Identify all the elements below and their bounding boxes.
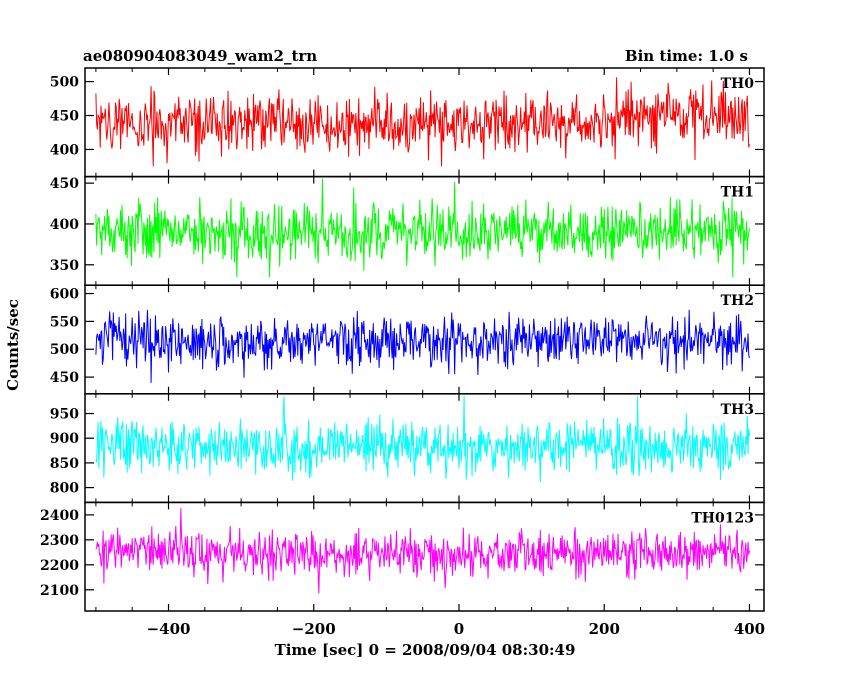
panel-th2: 450 500 550 600 TH2 (50, 284, 765, 395)
y-tick-label: 2400 (40, 508, 79, 524)
x-tick-label: 0 (454, 620, 464, 638)
bin-time-label: Bin time: 1.0 s (625, 47, 748, 65)
y-tick-label: 550 (50, 314, 79, 330)
panel-th1: 350 400 450 TH1 (50, 175, 765, 286)
panel-th0123: 2100 2200 2300 2400 TH0123 (40, 501, 765, 612)
y-tick-label: 900 (50, 431, 79, 447)
y-tick-label: 2300 (40, 533, 79, 549)
panel-frame (84, 284, 765, 395)
y-tick-label: 400 (50, 142, 79, 158)
y-tick-label: 600 (50, 287, 79, 303)
y-tick-label: 800 (50, 481, 79, 497)
y-tick-label: 400 (50, 217, 79, 233)
x-tick-label: 400 (734, 620, 765, 638)
y-tick-label: 500 (50, 75, 79, 91)
series-line-th0 (95, 77, 750, 167)
y-tick-label: 2100 (40, 583, 79, 599)
y-tick-label: 450 (50, 176, 79, 192)
y-tick-label: 450 (50, 109, 79, 125)
panel-th0: 400 450 500 TH0 (50, 67, 765, 178)
y-tick-label: 450 (50, 370, 79, 386)
x-axis: −400 −200 0 200 400 (147, 620, 766, 638)
panels-group: 400 450 500 TH0 350 400 450 TH1 450 500 550 600 TH2 8… (40, 67, 765, 612)
series-line-th0123 (95, 508, 750, 594)
series-label: TH0123 (691, 510, 754, 526)
series-label: TH1 (721, 185, 754, 201)
y-tick-label: 2200 (40, 558, 79, 574)
y-tick-label: 850 (50, 456, 79, 472)
x-axis-label: Time [sec] 0 = 2008/09/04 08:30:49 (275, 641, 576, 659)
series-label: TH2 (721, 293, 754, 309)
series-label: TH0 (721, 76, 755, 92)
panel-th3: 800 850 900 950 TH3 (50, 393, 765, 504)
series-line-th2 (95, 309, 750, 383)
y-axis-label: Counts/sec (4, 299, 22, 391)
panel-frame (84, 501, 765, 612)
series-label: TH3 (721, 402, 754, 418)
x-tick-label: 200 (589, 620, 620, 638)
y-tick-label: 350 (50, 258, 79, 274)
series-line-th3 (95, 396, 750, 483)
x-tick-label: −400 (147, 620, 191, 638)
y-tick-label: 950 (50, 407, 79, 423)
y-tick-label: 500 (50, 342, 79, 358)
x-tick-label: −200 (292, 620, 336, 638)
chart-title: ae080904083049_wam2_trn (83, 47, 317, 65)
panel-frame (84, 175, 765, 286)
series-line-th1 (95, 179, 750, 278)
